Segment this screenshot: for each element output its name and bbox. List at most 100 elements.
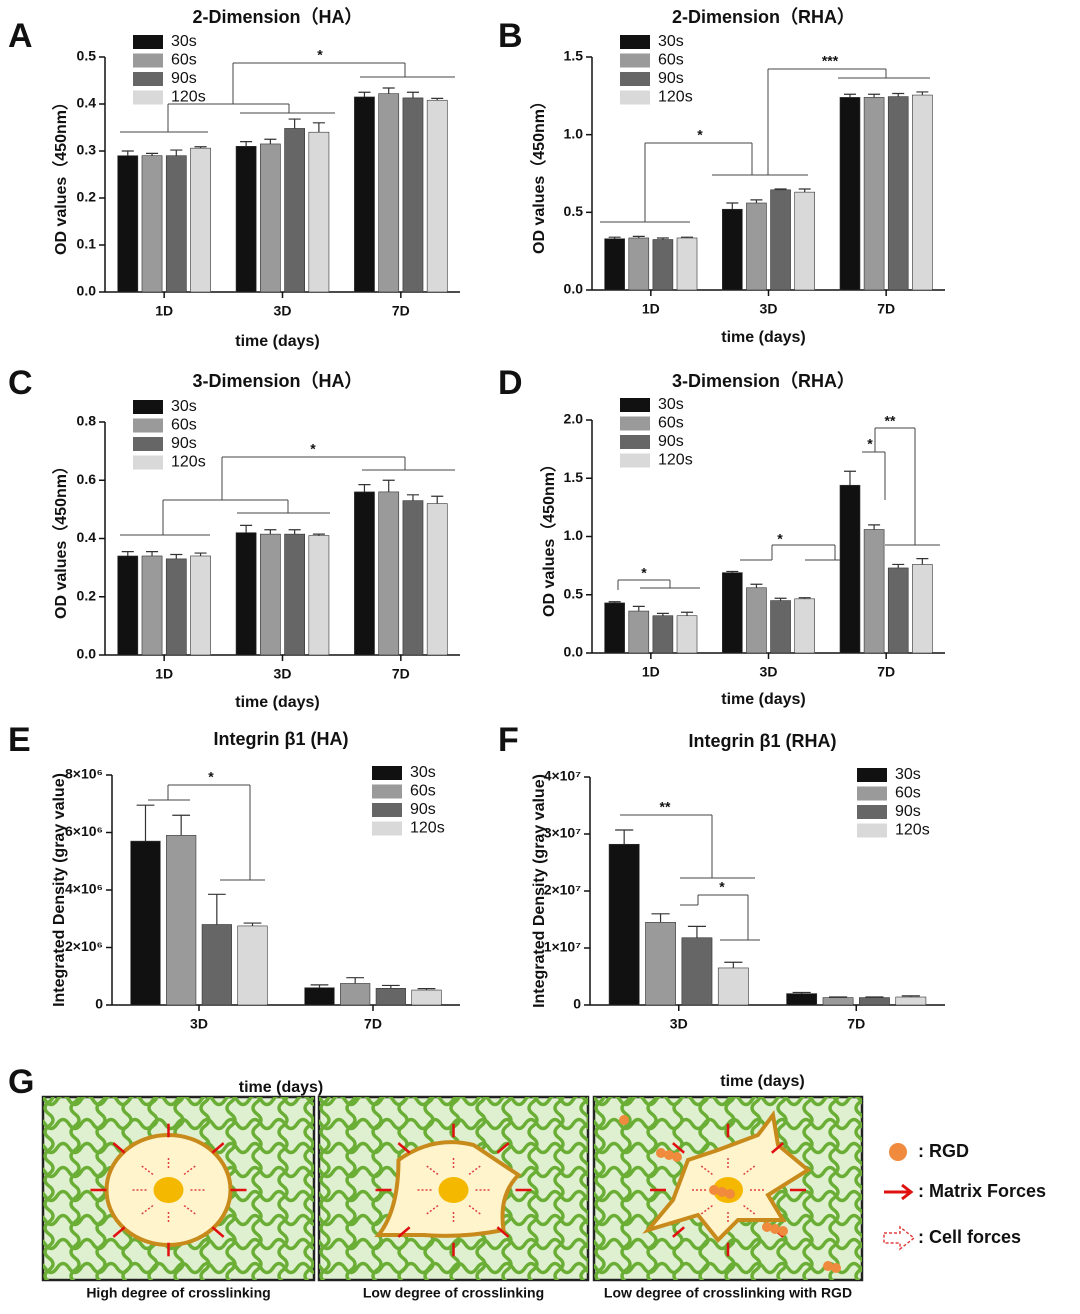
fiber bbox=[69, 1097, 81, 1280]
y-tick-label: 6×10⁶ bbox=[65, 823, 103, 839]
legend-swatch bbox=[620, 416, 650, 431]
bar bbox=[117, 155, 139, 293]
bar bbox=[887, 567, 909, 654]
error-bar bbox=[146, 551, 159, 556]
bar bbox=[166, 835, 197, 1006]
legend-label: : RGD bbox=[918, 1141, 969, 1161]
legend-swatch bbox=[620, 72, 650, 86]
x-tick-label: 1D bbox=[642, 301, 660, 317]
fiber bbox=[43, 1097, 55, 1280]
legend-rgd bbox=[889, 1143, 907, 1161]
bar bbox=[887, 96, 909, 291]
bar bbox=[722, 208, 743, 291]
error-bar bbox=[310, 984, 329, 988]
y-tick-label: 1.0 bbox=[564, 125, 584, 141]
error-bar bbox=[724, 961, 743, 968]
bar bbox=[652, 615, 674, 654]
legend-label: 120s bbox=[658, 89, 693, 106]
legend-label: : Cell forces bbox=[918, 1227, 1021, 1247]
y-tick-label: 0.1 bbox=[77, 236, 97, 252]
mesh bbox=[43, 1097, 314, 1280]
bar bbox=[260, 533, 281, 656]
y-tick-label: 2×10⁷ bbox=[544, 882, 582, 898]
bar bbox=[859, 997, 890, 1006]
error-bar bbox=[608, 236, 621, 239]
bar bbox=[628, 610, 650, 654]
y-tick-label: 0.0 bbox=[77, 646, 97, 662]
legend-label: 60s bbox=[658, 415, 684, 432]
y-tick-label: 2×10⁶ bbox=[65, 938, 103, 954]
bar bbox=[786, 993, 818, 1006]
matrix-force bbox=[211, 1142, 225, 1154]
error-bar bbox=[843, 470, 856, 486]
error-bar bbox=[750, 583, 763, 588]
x-tick-label: 7D bbox=[877, 301, 895, 317]
bar bbox=[794, 598, 815, 654]
legend-swatch bbox=[620, 53, 650, 68]
y-tick-label: 1.5 bbox=[564, 48, 584, 64]
y-tick-label: 0.4 bbox=[77, 95, 97, 111]
legend-label: 120s bbox=[658, 452, 693, 469]
fiber bbox=[251, 1097, 263, 1280]
bar bbox=[304, 987, 335, 1006]
rgd bbox=[709, 1185, 719, 1195]
bar bbox=[645, 922, 676, 1006]
matrix-force bbox=[672, 1226, 685, 1238]
error-bar bbox=[288, 118, 301, 129]
fiber bbox=[594, 1097, 862, 1107]
significance-label: * bbox=[317, 47, 323, 63]
y-tick-label: 1.5 bbox=[564, 469, 584, 485]
chart-title: 3-Dimension（HA） bbox=[192, 371, 362, 391]
x-tick-label: 1D bbox=[155, 666, 173, 682]
x-tick-label: 1D bbox=[155, 303, 173, 319]
fiber bbox=[776, 1097, 788, 1280]
rgd bbox=[762, 1222, 772, 1232]
matrix-force bbox=[771, 1142, 784, 1154]
matrix-force bbox=[112, 1142, 126, 1154]
bar bbox=[604, 602, 625, 654]
bar bbox=[284, 533, 305, 656]
bar bbox=[628, 237, 650, 291]
bar bbox=[308, 131, 330, 293]
legend-label: : Matrix Forces bbox=[918, 1181, 1046, 1201]
x-tick-label: 7D bbox=[847, 1016, 865, 1032]
fiber bbox=[802, 1097, 814, 1280]
y-axis-label: OD values（450nm） bbox=[540, 456, 558, 617]
error-bar bbox=[608, 601, 621, 603]
error-bar bbox=[243, 922, 262, 926]
y-tick-label: 1×10⁷ bbox=[544, 939, 582, 955]
fiber bbox=[319, 1097, 588, 1107]
fiber bbox=[594, 1237, 862, 1251]
error-bar bbox=[792, 991, 811, 994]
error-bar bbox=[726, 570, 739, 573]
legend-swatch bbox=[857, 823, 887, 838]
chart-title: 2-Dimension（RHA） bbox=[672, 7, 855, 27]
error-bar bbox=[288, 529, 301, 535]
bar bbox=[354, 96, 375, 293]
legend-swatch bbox=[133, 90, 163, 105]
legend-swatch bbox=[620, 90, 650, 105]
legend-label: 90s bbox=[658, 70, 684, 87]
x-tick-label: 7D bbox=[877, 664, 895, 680]
matrix-force bbox=[672, 1142, 685, 1154]
fiber bbox=[43, 1117, 314, 1131]
bar bbox=[863, 97, 885, 291]
legend-swatch bbox=[133, 53, 163, 68]
bar bbox=[717, 967, 749, 1006]
legend-label: 90s bbox=[895, 803, 921, 820]
error-bar bbox=[681, 236, 694, 238]
bar bbox=[141, 555, 163, 656]
nucleus bbox=[438, 1177, 469, 1203]
error-bar bbox=[632, 235, 645, 238]
y-tick-label: 0.0 bbox=[564, 281, 584, 297]
error-bar bbox=[632, 605, 645, 612]
y-tick-label: 0.0 bbox=[564, 644, 584, 660]
error-bar bbox=[829, 996, 848, 998]
legend-label: 60s bbox=[895, 785, 921, 802]
error-bar bbox=[868, 524, 881, 530]
matrix-force bbox=[496, 1142, 510, 1154]
legend-label: 120s bbox=[895, 822, 930, 839]
bar bbox=[794, 191, 815, 291]
error-bar bbox=[382, 479, 395, 492]
error-bar bbox=[687, 925, 706, 938]
